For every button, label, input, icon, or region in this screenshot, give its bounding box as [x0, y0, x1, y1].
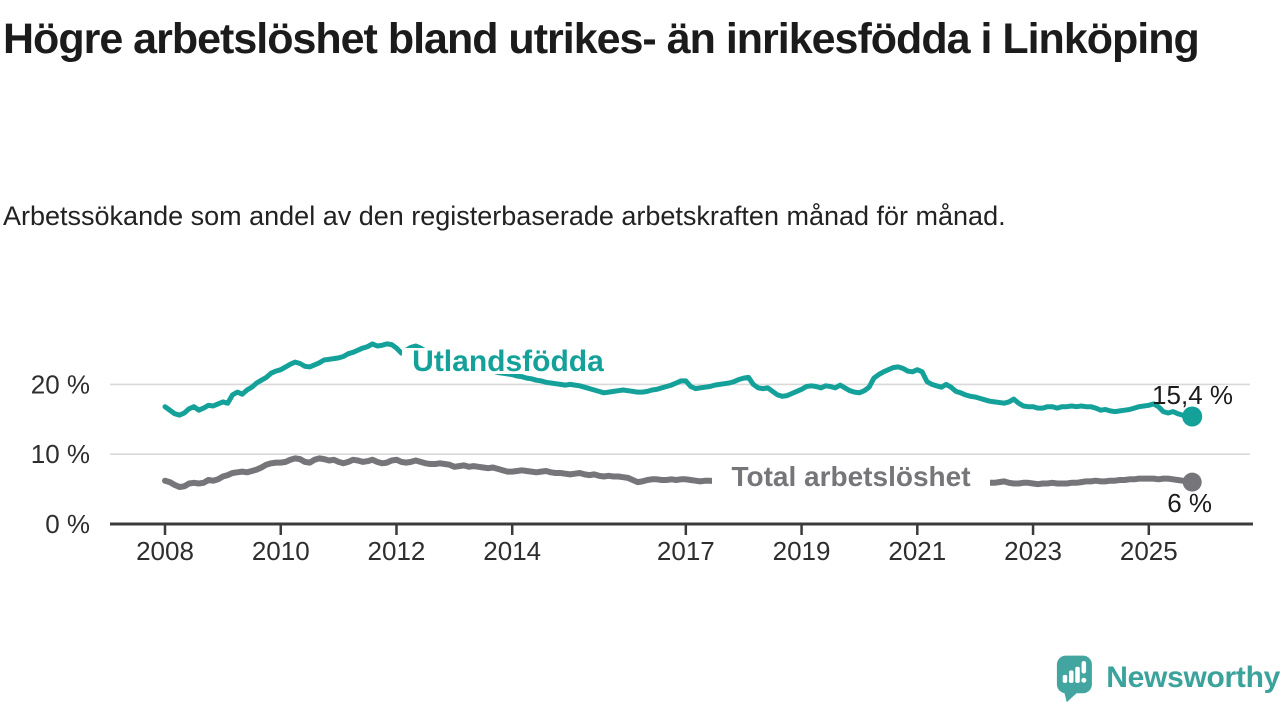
- x-tick-label: 2021: [888, 536, 946, 566]
- y-tick-label-group: 0 % 10 % 20 %: [31, 369, 90, 539]
- chart-subtitle: Arbetssökande som andel av den registerb…: [3, 201, 1006, 231]
- x-tick-label: 2019: [773, 536, 831, 566]
- series-label-utlandsfodda: Utlandsfödda: [412, 345, 604, 378]
- series-line-total: [162, 455, 1196, 490]
- y-tick-label: 0 %: [45, 509, 90, 539]
- x-tick-label: 2012: [368, 536, 426, 566]
- chart-title: Högre arbetslöshet bland utrikes- än inr…: [3, 15, 1200, 63]
- series-label-mask-total: [712, 463, 990, 492]
- x-tick-label: 2025: [1120, 536, 1178, 566]
- newsworthy-logo: Newsworthy: [1056, 648, 1280, 708]
- x-tick-label: 2023: [1004, 536, 1062, 566]
- x-tick-label: 2017: [657, 536, 715, 566]
- x-tick-group: 2008 2010 2012 2014 2017 2019 2021 2023 2025: [136, 524, 1178, 566]
- series-label-total: Total arbetslöshet: [731, 461, 970, 492]
- y-tick-label: 10 %: [31, 439, 90, 469]
- x-tick-label: 2010: [252, 536, 310, 566]
- x-tick-label: 2014: [483, 536, 541, 566]
- end-value-total: 6 %: [1167, 488, 1212, 518]
- series-line-utlandsfodda: [162, 341, 1195, 421]
- end-value-utlandsfodda: 15,4 %: [1152, 380, 1233, 410]
- y-tick-label: 20 %: [31, 369, 90, 399]
- end-dot-total: [1182, 472, 1202, 492]
- end-dot-utlandsfodda: [1182, 406, 1203, 427]
- series-label-mask-utlandsfodda: [402, 348, 614, 374]
- x-tick-label: 2008: [136, 536, 194, 566]
- newsworthy-icon: [1056, 655, 1092, 703]
- gridlines: [110, 383, 1250, 456]
- newsworthy-wordmark: Newsworthy: [1106, 661, 1280, 694]
